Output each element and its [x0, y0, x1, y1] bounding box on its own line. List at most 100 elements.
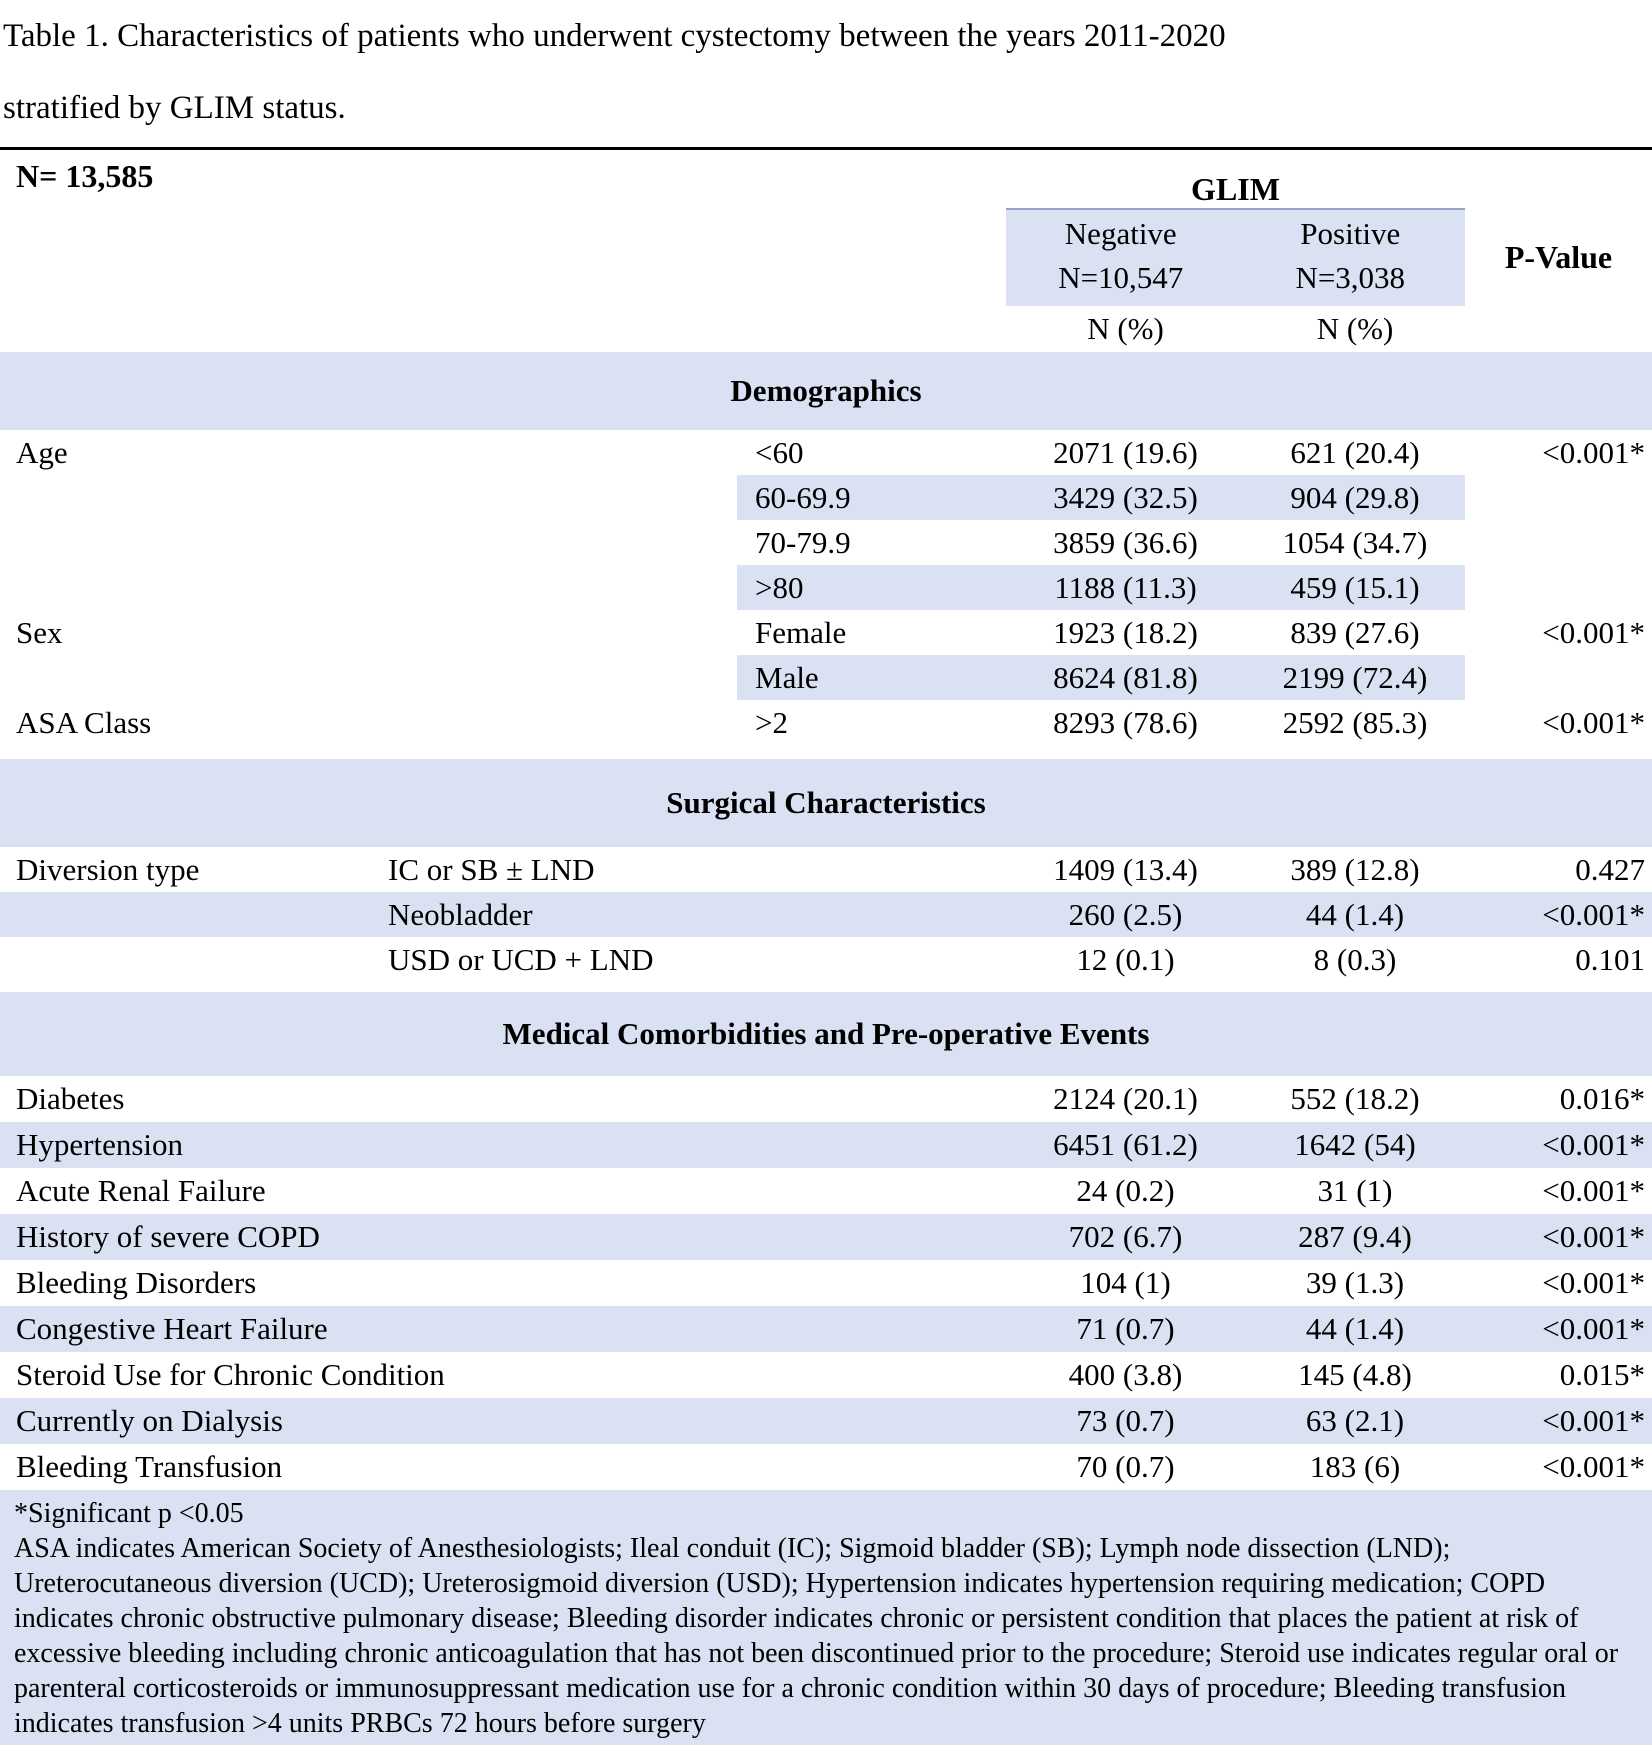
column-header-negative: Negative N=10,547 [1006, 210, 1236, 306]
positive-value: 2199 (72.4) [1245, 655, 1465, 700]
row-label [0, 655, 737, 700]
p-value: <0.001* [1542, 434, 1645, 470]
negative-value: 1188 (11.3) [1006, 565, 1245, 610]
row-label: Bleeding Transfusion [16, 1449, 283, 1484]
section-spacer [0, 745, 1652, 759]
negative-value: 3859 (36.6) [1053, 524, 1198, 560]
table-row: Diabetes 2124 (20.1) 552 (18.2) 0.016* [0, 1076, 1652, 1122]
positive-value: 621 (20.4) [1290, 434, 1420, 470]
positive-value: 1054 (34.7) [1282, 524, 1428, 560]
p-value: 0.427 [1575, 851, 1645, 887]
table-header-row-total: N= 13,585 GLIM [0, 150, 1652, 208]
table-row: Neobladder 260 (2.5) 44 (1.4) <0.001* [0, 892, 1652, 937]
table-row: Sex Female 1923 (18.2) 839 (27.6) <0.001* [0, 610, 1652, 655]
table-row: 60-69.9 3429 (32.5) 904 (29.8) [0, 475, 1652, 520]
p-value [1465, 655, 1652, 700]
positive-value: 2592 (85.3) [1282, 704, 1428, 740]
p-value [1465, 565, 1652, 610]
negative-n: N=10,547 [1058, 260, 1184, 295]
negative-value: 2071 (19.6) [1053, 434, 1198, 470]
negative-value: 702 (6.7) [1068, 1219, 1183, 1254]
row-label: Currently on Dialysis [16, 1403, 283, 1438]
table-row: USD or UCD + LND 12 (0.1) 8 (0.3) 0.101 [0, 937, 1652, 982]
positive-value: 183 (6) [1309, 1449, 1401, 1484]
p-value: 0.015* [1559, 1357, 1645, 1392]
row-label: Bleeding Disorders [16, 1265, 257, 1300]
row-label: Sex [16, 614, 63, 650]
negative-value: 8293 (78.6) [1053, 704, 1198, 740]
row-label: Acute Renal Failure [16, 1173, 266, 1208]
negative-value: 1923 (18.2) [1053, 614, 1198, 650]
positive-value: 145 (4.8) [1298, 1357, 1412, 1392]
column-header-positive: Positive N=3,038 [1236, 210, 1466, 306]
row-label [0, 937, 370, 982]
negative-value: 24 (0.2) [1076, 1173, 1175, 1208]
table-row: Bleeding Disorders 104 (1) 39 (1.3) <0.001* [0, 1260, 1652, 1306]
p-value: <0.001* [1542, 704, 1645, 740]
table-header-row-units: N (%) N (%) [0, 306, 1652, 352]
negative-value: 260 (2.5) [1068, 896, 1183, 932]
positive-n: N=3,038 [1295, 260, 1406, 295]
positive-value: 389 (12.8) [1290, 851, 1420, 887]
negative-value: 3429 (32.5) [1006, 475, 1245, 520]
table-sections: Demographics Age <60 2071 (19.6) 621 (20.4) <… [0, 352, 1652, 1490]
negative-value: 2124 (20.1) [1053, 1081, 1198, 1116]
table-row: Diversion type IC or SB ± LND 1409 (13.4) 3… [0, 847, 1652, 892]
section-heading-demographic: Demographics [0, 352, 1652, 430]
negative-value: 8624 (81.8) [1006, 655, 1245, 700]
table-row: Male 8624 (81.8) 2199 (72.4) [0, 655, 1652, 700]
table-row: History of severe COPD 702 (6.7) 287 (9.4)… [0, 1214, 1652, 1260]
row-subcategory: >2 [755, 704, 788, 740]
table-row: ASA Class >2 8293 (78.6) 2592 (85.3) <0.001* [0, 700, 1652, 745]
row-label: Age [16, 434, 68, 470]
negative-value: 400 (3.8) [1068, 1357, 1183, 1392]
section-heading-comorbidity: Medical Comorbidities and Pre-operative … [0, 992, 1652, 1076]
positive-value: 39 (1.3) [1305, 1265, 1405, 1300]
section-heading-surgical: Surgical Characteristics [0, 759, 1652, 847]
p-value: <0.001* [1542, 1265, 1645, 1300]
p-value [1465, 475, 1652, 520]
positive-value: 8 (0.3) [1313, 941, 1397, 977]
positive-value: 63 (2.1) [1305, 1403, 1405, 1438]
p-value: <0.001* [1542, 614, 1645, 650]
negative-value: 71 (0.7) [1076, 1311, 1175, 1346]
table-header-row-groups: Negative N=10,547 Positive N=3,038 P-Val… [0, 208, 1652, 306]
abbreviations-note: ASA indicates American Society of Anesth… [14, 1533, 1619, 1739]
positive-value: 44 (1.4) [1305, 1311, 1405, 1346]
negative-value: 1409 (13.4) [1053, 851, 1198, 887]
p-value: <0.001* [1542, 1127, 1645, 1162]
table-row: Hypertension 6451 (61.2) 1642 (54) <0.001* [0, 1122, 1652, 1168]
row-label [0, 892, 370, 937]
row-label: Diversion type [16, 851, 200, 887]
row-label [0, 520, 737, 565]
negative-value: 6451 (61.2) [1053, 1127, 1198, 1162]
group-columns-box: Negative N=10,547 Positive N=3,038 [1006, 208, 1465, 306]
table-caption-line2: stratified by GLIM status. [3, 90, 346, 126]
positive-value: 44 (1.4) [1305, 896, 1405, 932]
positive-unit: N (%) [1316, 311, 1394, 346]
table-row: 70-79.9 3859 (36.6) 1054 (34.7) [0, 520, 1652, 565]
p-value: <0.001* [1542, 1449, 1645, 1484]
p-value: <0.001* [1542, 1173, 1645, 1208]
table-row: Acute Renal Failure 24 (0.2) 31 (1) <0.001* [0, 1168, 1652, 1214]
total-n-label: N= 13,585 [16, 158, 154, 194]
row-label [0, 475, 737, 520]
table-row: >80 1188 (11.3) 459 (15.1) [0, 565, 1652, 610]
row-label: Hypertension [16, 1127, 184, 1162]
row-label: ASA Class [16, 704, 152, 740]
p-value: <0.001* [1542, 1403, 1645, 1438]
row-subcategory: USD or UCD + LND [388, 941, 654, 977]
row-subcategory: <60 [755, 434, 804, 470]
row-subcategory: Female [755, 614, 847, 650]
row-subcategory: Neobladder [388, 896, 533, 932]
negative-value: 73 (0.7) [1076, 1403, 1175, 1438]
negative-value: 70 (0.7) [1076, 1449, 1175, 1484]
positive-value: 839 (27.6) [1290, 614, 1420, 650]
row-subcategory: >80 [737, 565, 1006, 610]
negative-unit: N (%) [1087, 311, 1164, 346]
positive-value: 1642 (54) [1294, 1127, 1416, 1162]
p-value: <0.001* [1542, 1219, 1645, 1254]
row-label: Congestive Heart Failure [16, 1311, 328, 1346]
row-label: History of severe COPD [16, 1219, 320, 1254]
table-row: Currently on Dialysis 73 (0.7) 63 (2.1) <0.… [0, 1398, 1652, 1444]
